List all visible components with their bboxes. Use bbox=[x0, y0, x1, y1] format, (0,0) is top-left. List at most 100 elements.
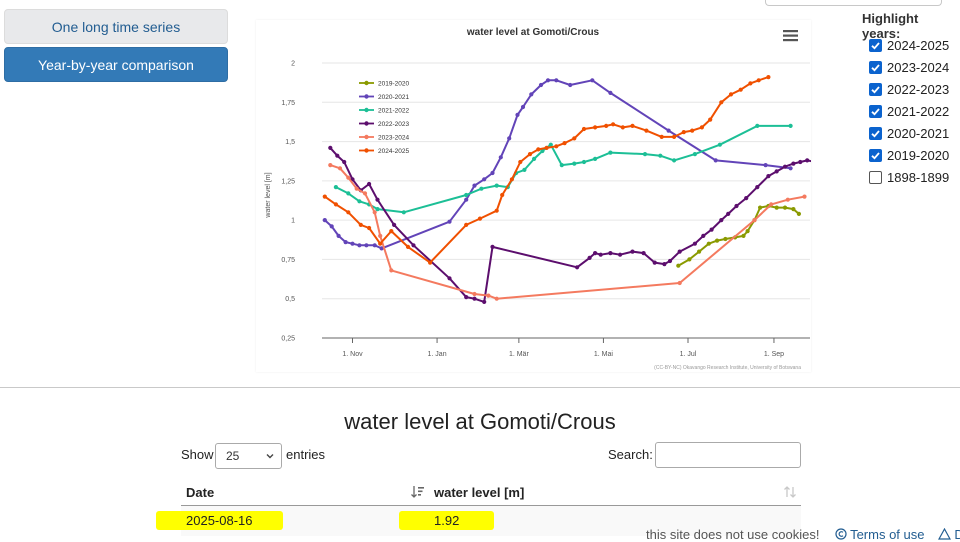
data-point bbox=[706, 241, 711, 246]
chart-title: water level at Gomoti/Crous bbox=[466, 27, 600, 38]
data-point bbox=[337, 166, 343, 171]
data-point bbox=[748, 81, 753, 86]
search-input[interactable] bbox=[655, 442, 801, 468]
checkbox-checked-icon[interactable] bbox=[869, 104, 882, 118]
data-point bbox=[641, 251, 646, 256]
disclaimer-link[interactable]: Di bbox=[954, 527, 960, 542]
legend-label: 2023-2024 bbox=[378, 134, 409, 141]
checkbox-checked-icon[interactable] bbox=[869, 82, 882, 96]
data-point bbox=[782, 205, 788, 210]
sort-both-icon[interactable] bbox=[783, 485, 797, 499]
column-header-water-level[interactable]: water level [m] bbox=[434, 485, 525, 500]
sort-descending-icon[interactable] bbox=[411, 485, 425, 499]
data-point bbox=[527, 152, 533, 157]
data-point bbox=[411, 243, 416, 248]
table-header-border bbox=[181, 505, 801, 506]
highlight-year-item[interactable]: 2021-2022 bbox=[869, 102, 949, 120]
data-point bbox=[357, 243, 362, 248]
data-point bbox=[745, 229, 750, 234]
data-point bbox=[805, 158, 810, 163]
data-point bbox=[472, 183, 477, 188]
data-point bbox=[464, 222, 469, 227]
x-tick-label: 1. Sep bbox=[764, 351, 784, 358]
data-point bbox=[598, 252, 603, 257]
data-point bbox=[554, 144, 559, 149]
checkbox-unchecked-icon[interactable] bbox=[869, 170, 882, 184]
checkbox-checked-icon[interactable] bbox=[869, 60, 882, 74]
y-tick-label: 1,75 bbox=[281, 100, 295, 107]
highlight-year-item[interactable]: 2019-2020 bbox=[869, 146, 949, 164]
data-point bbox=[690, 128, 695, 133]
data-point bbox=[498, 155, 503, 160]
data-point bbox=[507, 136, 512, 141]
data-point bbox=[719, 218, 724, 223]
data-point bbox=[630, 249, 635, 254]
data-point bbox=[587, 255, 592, 260]
highlight-year-label: 2024-2025 bbox=[887, 37, 950, 53]
data-point bbox=[328, 163, 333, 168]
highlight-year-item[interactable]: 2023-2024 bbox=[869, 58, 949, 76]
x-tick-label: 1. Jan bbox=[428, 351, 447, 358]
data-point bbox=[477, 216, 483, 221]
legend-marker bbox=[364, 94, 369, 99]
data-point bbox=[734, 203, 739, 209]
data-point bbox=[604, 123, 609, 128]
data-point bbox=[572, 161, 577, 166]
data-point bbox=[630, 123, 635, 128]
data-point bbox=[755, 123, 760, 128]
data-point bbox=[401, 210, 406, 215]
section-divider bbox=[0, 387, 960, 388]
data-point bbox=[479, 186, 484, 191]
data-point bbox=[791, 161, 796, 166]
data-point bbox=[763, 163, 768, 168]
search-label: Search: bbox=[608, 447, 653, 462]
data-point bbox=[328, 145, 333, 150]
data-point bbox=[362, 191, 368, 196]
data-point bbox=[752, 218, 757, 223]
chart-container: 2 1,75 1,5 1,25 1 0,75 0,5 0,25 1. Nov 1. Jan 1. M… bbox=[256, 20, 811, 372]
highlight-year-item[interactable]: 2024-2025 bbox=[869, 36, 949, 54]
data-point bbox=[572, 136, 577, 141]
data-point bbox=[701, 233, 706, 238]
entries-length-select[interactable]: 25 bbox=[215, 443, 282, 469]
data-point bbox=[758, 205, 763, 210]
highlight-year-item[interactable]: 2022-2023 bbox=[869, 80, 949, 98]
data-point bbox=[755, 185, 760, 190]
data-point bbox=[336, 233, 341, 238]
year-by-year-comparison-button[interactable]: Year-by-year comparison bbox=[4, 47, 228, 82]
legend-marker bbox=[364, 121, 369, 126]
legend-label: 2022-2023 bbox=[378, 121, 409, 128]
checkbox-checked-icon[interactable] bbox=[869, 38, 882, 52]
data-point bbox=[329, 224, 334, 229]
hamburger-menu-icon[interactable] bbox=[783, 30, 798, 42]
highlight-year-item[interactable]: 2020-2021 bbox=[869, 124, 949, 142]
checkbox-checked-icon[interactable] bbox=[869, 126, 882, 140]
data-point bbox=[464, 295, 469, 300]
y-tick-label: 1,25 bbox=[281, 178, 295, 185]
data-point bbox=[766, 174, 771, 179]
highlight-year-label: 2022-2023 bbox=[887, 81, 950, 97]
y-tick-label: 0,75 bbox=[281, 257, 295, 264]
data-point bbox=[798, 159, 803, 165]
table-cell-water-level: 1.92 bbox=[399, 511, 495, 530]
series-line bbox=[329, 147, 811, 303]
series-2020-2021 bbox=[322, 78, 793, 251]
data-point bbox=[608, 251, 613, 256]
legend-item: 2023-2024 bbox=[359, 134, 409, 141]
legend-item: 2022-2023 bbox=[359, 121, 409, 128]
column-header-date[interactable]: Date bbox=[186, 485, 215, 500]
highlight-year-label: 2021-2022 bbox=[887, 103, 950, 119]
series-2023-2024 bbox=[328, 163, 807, 301]
data-point bbox=[464, 197, 469, 202]
terms-of-use-link[interactable]: Terms of use bbox=[850, 527, 925, 542]
data-point bbox=[618, 252, 623, 257]
data-point bbox=[500, 192, 505, 198]
highlight-year-label: 2020-2021 bbox=[887, 125, 950, 141]
one-long-time-series-button[interactable]: One long time series bbox=[4, 9, 228, 44]
highlight-year-item[interactable]: 1898-1899 bbox=[869, 168, 949, 186]
footer: this site does not use cookies! Terms of… bbox=[646, 527, 960, 542]
warning-icon bbox=[937, 527, 951, 540]
data-point bbox=[494, 183, 499, 188]
checkbox-checked-icon[interactable] bbox=[869, 148, 882, 162]
data-point bbox=[486, 293, 491, 298]
